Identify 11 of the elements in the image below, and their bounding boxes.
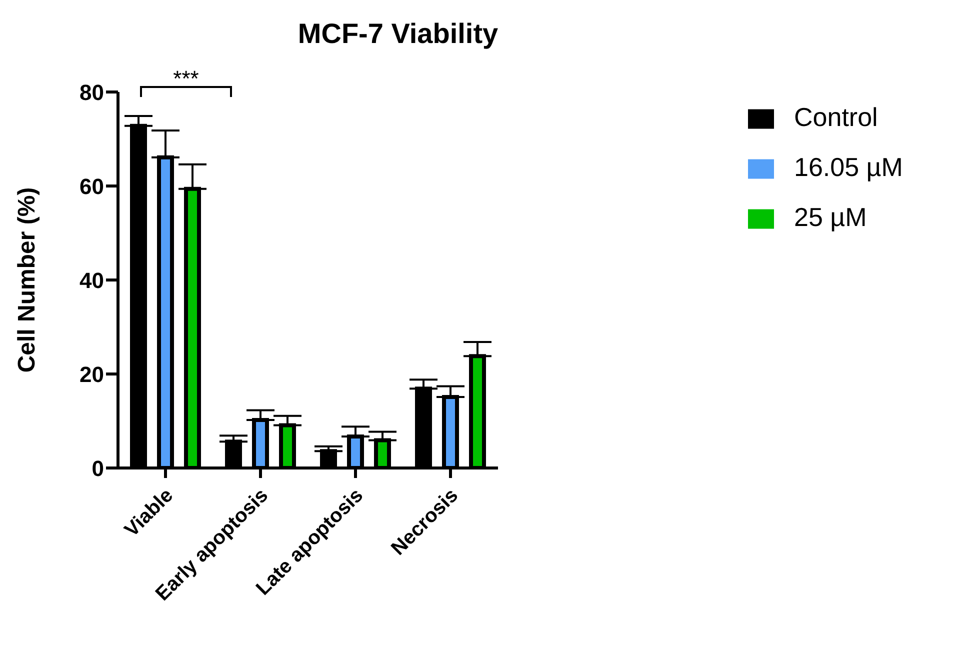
y-axis-title: Cell Number (%) — [14, 187, 41, 373]
y-tick-label: 60 — [80, 174, 104, 199]
chart-title: MCF-7 Viability — [296, 18, 500, 50]
y-tick-label: 0 — [92, 456, 104, 481]
legend-label: Control — [794, 102, 878, 132]
legend-label: 25 µM — [794, 202, 867, 232]
y-tick-label: 40 — [80, 268, 104, 293]
text: *** — [172, 66, 200, 91]
y-tick-label: 80 — [80, 80, 104, 105]
legend-label: 16.05 µM — [794, 152, 903, 182]
y-tick-label: 20 — [80, 362, 104, 387]
